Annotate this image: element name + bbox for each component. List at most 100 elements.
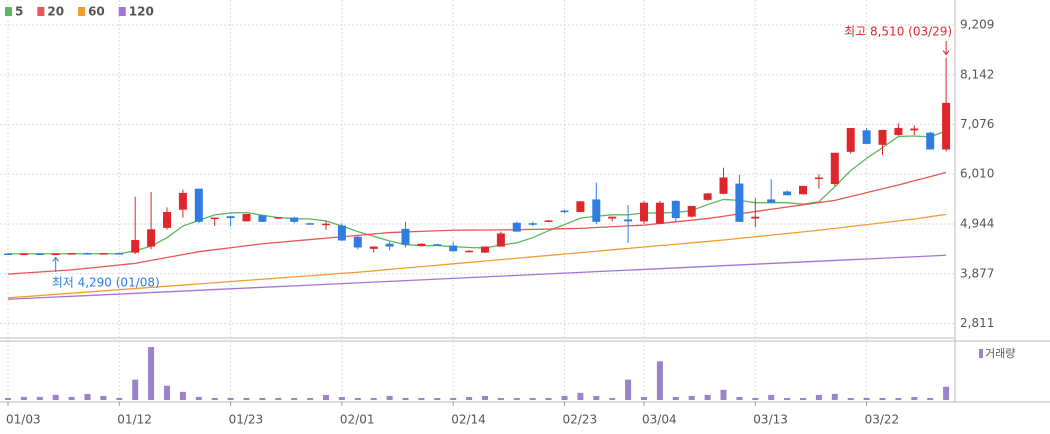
candle-body (862, 130, 871, 144)
candle-body (640, 202, 648, 222)
volume-bar (943, 386, 950, 400)
high-annotation: 최고 8,510 (03/29) (844, 25, 952, 39)
volume-bar (545, 397, 552, 400)
x-tick-label: 01/03 (6, 413, 41, 427)
volume-bar (20, 396, 27, 400)
volume-bar (609, 397, 616, 400)
moving-average-line (7, 171, 947, 275)
candle-body (226, 216, 235, 219)
candle-body (51, 253, 60, 256)
candle-body (385, 243, 394, 247)
candle-body (19, 253, 28, 256)
volume-bar (275, 397, 282, 400)
y-tick-label: 6,010 (960, 167, 994, 181)
volume-bar (593, 395, 600, 400)
candle-body (433, 244, 442, 246)
candle-body (353, 236, 362, 248)
candle-body (830, 152, 839, 185)
legend-text: 60 (88, 5, 105, 19)
volume-bar (736, 396, 743, 400)
volume-bar (402, 397, 409, 400)
volume-bar (291, 397, 298, 400)
candle-body (767, 199, 776, 203)
volume-bar (100, 395, 107, 400)
volume-bar (179, 391, 186, 400)
candle-body (846, 128, 855, 152)
candle-body (449, 245, 458, 252)
candle-body (576, 201, 585, 213)
candle-body (703, 193, 712, 200)
candle-body (115, 253, 124, 255)
candle-body (4, 253, 12, 256)
candle-body (290, 217, 299, 222)
candle-body (528, 223, 537, 225)
annotation-arrowhead (942, 50, 950, 56)
volume-bar (672, 396, 679, 400)
candle-body (942, 102, 951, 150)
volume-bar (370, 397, 377, 400)
legend-text: 5 (15, 5, 23, 19)
candle-body (719, 177, 728, 194)
legend-swatch (5, 7, 12, 16)
volume-bar (418, 397, 425, 400)
volume-bar (386, 395, 393, 400)
legend-swatch (118, 7, 126, 16)
volume-bar (879, 397, 886, 400)
volume-bar (831, 393, 838, 400)
legend-text: 120 (129, 5, 154, 19)
candle-body (894, 128, 903, 136)
candle-body (481, 246, 489, 253)
volume-bar (164, 385, 170, 400)
volume-bar (815, 394, 822, 400)
volume-bar (784, 397, 791, 400)
x-tick-label: 02/14 (451, 413, 486, 427)
volume-bar (768, 394, 775, 400)
moving-average-line (8, 130, 947, 255)
moving-average-line (7, 213, 947, 299)
volume-bar (911, 396, 918, 400)
candle-body (83, 253, 92, 255)
x-tick-label: 01/12 (117, 413, 152, 427)
candle-body (465, 250, 474, 253)
volume-bar (68, 396, 75, 400)
candle-body (99, 253, 108, 255)
candle-body (496, 233, 505, 247)
candle-body (401, 228, 410, 245)
volume-bar (895, 397, 902, 400)
volume-bar (577, 392, 584, 400)
candle-body (735, 183, 744, 222)
volume-bar (354, 397, 361, 400)
candle-body (131, 240, 140, 253)
x-tick-label: 03/22 (865, 413, 900, 427)
candle-body (512, 222, 521, 232)
volume-bar (243, 397, 250, 400)
x-tick-label: 03/13 (753, 413, 788, 427)
annotation-arrowhead (52, 256, 60, 262)
volume-bar (641, 396, 647, 400)
candle-body (35, 253, 44, 256)
y-tick-label: 2,811 (960, 316, 994, 330)
volume-bar (195, 396, 202, 400)
y-tick-label: 9,209 (960, 17, 994, 31)
candle-body (799, 185, 807, 195)
volume-bar (148, 347, 155, 400)
candle-body (210, 217, 219, 220)
volume-bar (482, 395, 488, 400)
candle-body (624, 219, 633, 222)
volume-bar (5, 397, 11, 400)
candle-body (655, 202, 664, 224)
volume-bar (656, 361, 663, 400)
candle-body (147, 229, 156, 247)
legend-swatch (78, 7, 86, 16)
volume-bar (513, 397, 520, 400)
volume-bar (927, 397, 934, 400)
volume-bar (307, 397, 314, 400)
volume-bar (752, 397, 759, 400)
candle-body (560, 210, 569, 213)
candle-body (751, 216, 760, 219)
candle-body (178, 192, 187, 210)
legend-swatch (979, 349, 983, 358)
y-tick-label: 3,877 (960, 266, 994, 280)
low-annotation: 최저 4,290 (01/08) (52, 276, 160, 290)
